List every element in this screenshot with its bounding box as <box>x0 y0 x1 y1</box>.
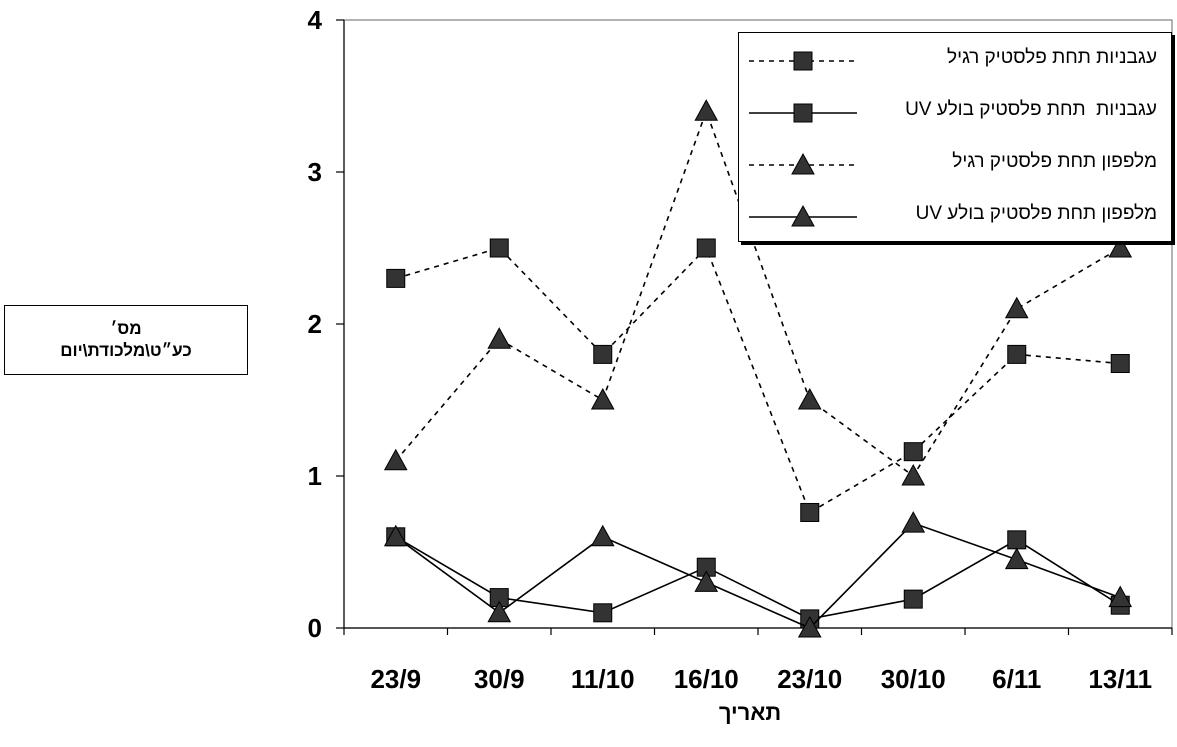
series-line <box>395 246 1121 514</box>
x-tick-label: 30/9 <box>474 664 525 694</box>
series-line <box>395 522 1121 629</box>
data-point-triangle <box>694 99 719 121</box>
legend-label-1: עגבניות תחת פלסטיק רגיל <box>947 47 1157 68</box>
series-layer <box>383 99 1133 638</box>
data-point-triangle <box>487 327 512 349</box>
data-point-triangle <box>1004 547 1029 570</box>
legend: עגבניות תחת פלסטיק רגיל עגבניות תחת פלסט… <box>738 32 1172 242</box>
y-axis-label-line2: כע״ט\מלכודת\יום <box>60 341 192 360</box>
data-point-triangle <box>901 463 926 486</box>
legend-swatch-solid-square <box>749 103 857 123</box>
y-tick-label: 4 <box>308 5 323 35</box>
data-point-triangle <box>590 524 615 547</box>
data-point-square <box>1110 354 1130 374</box>
y-axis-label-line1: מס׳ <box>110 319 142 338</box>
x-tick-label: 13/11 <box>1088 664 1152 694</box>
axes: 0 1 2 3 4 23/9 30/9 11/10 16/10 23/10 30/10 6/11 13/… <box>308 5 1173 694</box>
x-tick-label: 30/10 <box>881 664 946 694</box>
data-point-square <box>593 344 613 364</box>
legend-swatch-solid-triangle <box>749 204 857 227</box>
x-tick-label: 23/9 <box>370 664 421 694</box>
legend-item-4: מלפפון תחת פלסטיק בולע UV <box>739 191 1171 243</box>
data-point-triangle <box>487 600 512 623</box>
y-tick-label: 3 <box>308 157 322 187</box>
data-point-square <box>800 502 820 522</box>
data-point-triangle <box>1108 235 1133 258</box>
legend-label-4: מלפפון תחת פלסטיק בולע UV <box>915 203 1157 224</box>
data-point-square <box>1007 344 1027 364</box>
data-point-triangle <box>797 615 822 638</box>
data-point-triangle <box>694 570 719 592</box>
series-4 <box>383 511 1133 638</box>
x-axis-label: תאריך <box>718 700 782 725</box>
x-tick-label: 23/10 <box>777 664 842 694</box>
x-tick-label: 6/11 <box>992 664 1041 694</box>
y-tick-label: 0 <box>308 613 322 643</box>
legend-item-1: עגבניות תחת פלסטיק רגיל <box>739 35 1171 87</box>
data-point-square <box>386 268 406 288</box>
data-point-triangle <box>1004 296 1029 319</box>
y-tick-label: 1 <box>308 461 322 491</box>
data-point-square <box>593 603 613 623</box>
y-tick-label: 2 <box>308 309 322 339</box>
legend-swatch-dashed-square <box>749 51 857 71</box>
legend-item-3: מלפפון תחת פלסטיק רגיל <box>739 139 1171 191</box>
x-tick-label: 11/10 <box>571 664 635 694</box>
series-3 <box>383 99 1133 486</box>
data-point-triangle <box>1108 585 1133 608</box>
data-point-triangle <box>901 511 926 533</box>
data-point-triangle <box>383 448 408 471</box>
data-point-square <box>489 238 509 258</box>
data-point-triangle <box>797 387 822 410</box>
data-point-square <box>903 589 923 609</box>
legend-swatch-dashed-triangle <box>749 152 857 175</box>
series-1 <box>386 238 1130 522</box>
data-point-triangle <box>383 524 408 547</box>
data-point-triangle <box>590 387 615 410</box>
data-point-square <box>1007 530 1027 550</box>
data-point-square <box>696 238 716 258</box>
x-tick-label: 16/10 <box>674 664 739 694</box>
y-axis-label: מס׳ כע״ט\מלכודת\יום <box>4 305 248 375</box>
legend-label-3: מלפפון תחת פלסטיק רגיל <box>952 151 1157 172</box>
data-point-square <box>903 442 923 462</box>
legend-item-2: עגבניות תחת פלסטיק בולע UV <box>739 87 1171 139</box>
legend-label-2: עגבניות תחת פלסטיק בולע UV <box>905 99 1157 120</box>
